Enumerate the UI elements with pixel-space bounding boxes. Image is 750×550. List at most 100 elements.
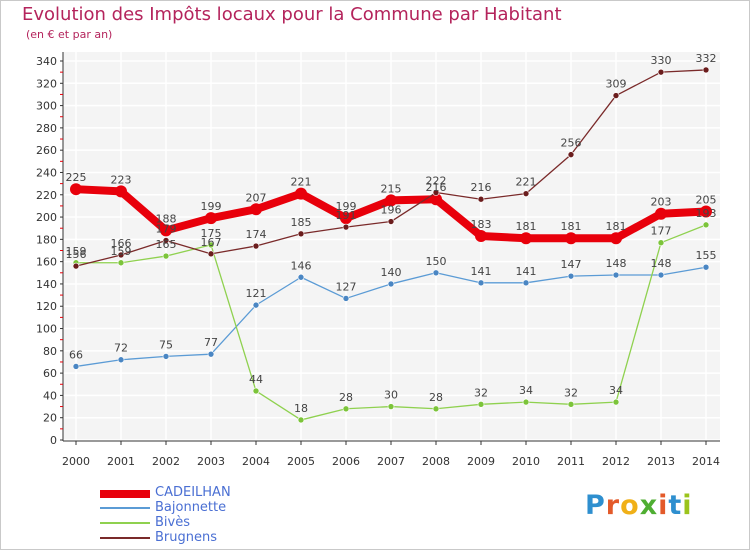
x-tick-label: 2006 (332, 455, 360, 468)
data-label: 207 (246, 191, 267, 204)
data-label: 223 (111, 173, 132, 186)
x-tick-label: 2003 (197, 455, 225, 468)
data-label: 72 (114, 342, 128, 355)
data-label: 32 (474, 386, 488, 399)
data-label: 193 (696, 207, 717, 220)
data-point (162, 353, 170, 360)
data-label: 196 (381, 204, 402, 217)
y-tick-label: 140 (36, 278, 57, 291)
data-label: 332 (696, 52, 717, 65)
y-tick-label: 180 (36, 233, 57, 246)
data-label: 30 (384, 389, 398, 402)
legend-swatch-bives (100, 522, 150, 524)
data-label: 28 (429, 391, 443, 404)
data-label: 191 (336, 209, 357, 222)
y-tick-label: 220 (36, 189, 57, 202)
y-tick-label: 80 (43, 345, 57, 358)
data-point (702, 263, 710, 271)
y-tick-label: 320 (36, 77, 57, 90)
data-label: 183 (471, 218, 492, 231)
data-point (115, 185, 127, 198)
data-label: 215 (381, 182, 402, 195)
y-tick-label: 340 (36, 55, 57, 68)
data-label: 256 (561, 137, 582, 150)
data-label: 203 (651, 196, 672, 209)
data-label: 181 (516, 220, 537, 233)
data-point (207, 241, 215, 249)
data-point (700, 205, 712, 218)
logo-letter: o (620, 490, 640, 521)
data-label: 222 (426, 175, 447, 188)
data-label: 18 (294, 402, 308, 415)
data-point (520, 232, 532, 245)
data-point (387, 218, 395, 225)
legend-label-bives: Bivès (155, 515, 190, 530)
x-tick-label: 2007 (377, 455, 405, 468)
data-point (205, 212, 217, 225)
data-point (612, 271, 620, 279)
data-label: 34 (519, 384, 533, 397)
data-label: 148 (606, 257, 627, 270)
data-point (657, 239, 665, 246)
data-point (207, 350, 215, 358)
logo-letter: t (668, 490, 683, 521)
data-point (297, 230, 305, 238)
data-point (655, 207, 667, 220)
data-label: 188 (156, 212, 177, 225)
y-tick-label: 120 (36, 300, 57, 313)
data-point (387, 403, 395, 410)
y-tick-label: 160 (36, 256, 57, 269)
data-point (70, 183, 82, 196)
data-point (612, 398, 620, 406)
y-tick-label: 240 (36, 166, 57, 179)
data-point (250, 203, 262, 216)
data-label: 156 (66, 248, 87, 261)
legend-swatch-brugnens (100, 537, 150, 539)
data-label: 141 (516, 265, 537, 278)
data-point (565, 232, 577, 245)
data-point (610, 232, 622, 245)
data-point (342, 223, 350, 231)
data-label: 179 (156, 222, 177, 235)
data-label: 44 (249, 373, 263, 386)
data-label: 177 (651, 225, 672, 238)
data-point (207, 250, 215, 258)
data-label: 216 (471, 181, 492, 194)
data-point (477, 279, 485, 287)
data-label: 199 (201, 200, 222, 213)
y-tick-label: 40 (43, 389, 57, 402)
legend-label-cadeilhan: CADEILHAN (155, 485, 231, 500)
data-point (432, 405, 440, 413)
data-point (477, 401, 485, 408)
data-point (252, 387, 260, 395)
data-point (522, 279, 530, 287)
data-point (522, 398, 530, 406)
x-tick-label: 2001 (107, 455, 135, 468)
y-tick-label: 0 (50, 434, 57, 447)
data-label: 155 (696, 249, 717, 262)
logo-letter: i (682, 490, 693, 521)
data-point (612, 92, 620, 99)
data-label: 181 (561, 220, 582, 233)
data-point (297, 416, 305, 424)
data-label: 165 (156, 238, 177, 251)
x-tick-label: 2008 (422, 455, 450, 468)
data-label: 66 (69, 348, 83, 361)
data-label: 174 (246, 228, 267, 241)
data-point (72, 363, 80, 370)
y-tick-label: 280 (36, 122, 57, 135)
y-tick-label: 200 (36, 211, 57, 224)
data-label: 140 (381, 266, 402, 279)
x-tick-label: 2009 (467, 455, 495, 468)
logo-letter: x (639, 490, 659, 521)
data-point (567, 401, 575, 408)
data-point (567, 272, 575, 280)
data-label: 225 (66, 171, 87, 184)
y-tick-label: 20 (43, 412, 57, 425)
data-label: 309 (606, 78, 627, 91)
data-label: 181 (606, 220, 627, 233)
x-tick-label: 2013 (647, 455, 675, 468)
x-tick-label: 2004 (242, 455, 270, 468)
data-label: 166 (111, 237, 132, 250)
